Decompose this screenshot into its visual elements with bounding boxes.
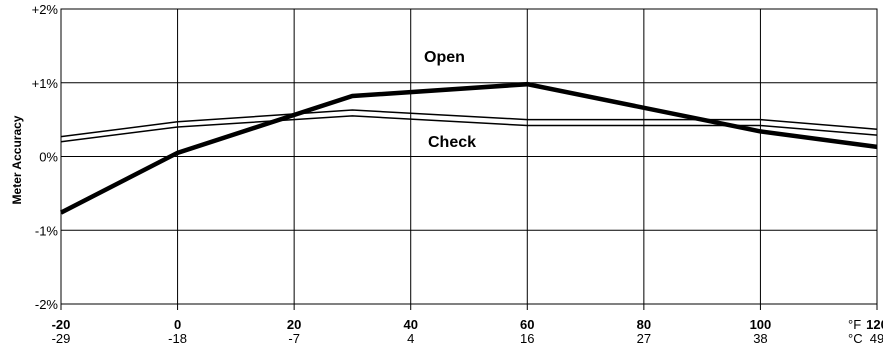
y-tick-label: -2% — [35, 297, 59, 312]
x-tick-label-celsius: -18 — [168, 331, 187, 346]
y-tick-label: -1% — [35, 223, 59, 238]
y-tick-label: +2% — [32, 2, 59, 17]
x-tick-labels: -20 0 20 40 60 80 100 120 -29 -18 -7 4 16 27 38 49 — [52, 317, 883, 346]
grid — [60, 8, 878, 310]
x-tick-label-fahrenheit: 40 — [403, 317, 417, 332]
x-tick-label-celsius: 27 — [637, 331, 651, 346]
annotation-open: Open — [424, 49, 465, 66]
x-tick-label-fahrenheit: 60 — [520, 317, 534, 332]
series-lines — [59, 81, 878, 215]
x-tick-label-fahrenheit: 120 — [866, 317, 883, 332]
x-tick-label-fahrenheit: 20 — [287, 317, 301, 332]
y-tick-labels: +2% +1% 0% -1% -2% — [32, 2, 59, 312]
x-tick-label-celsius: 38 — [753, 331, 767, 346]
x-unit-celsius: °C — [848, 331, 863, 346]
series-line-check — [60, 115, 878, 143]
x-tick-label-celsius: -7 — [288, 331, 300, 346]
x-tick-label-fahrenheit: -20 — [52, 317, 71, 332]
x-tick-label-celsius: 16 — [520, 331, 534, 346]
x-tick-label-celsius: 49 — [870, 331, 883, 346]
x-tick-label-celsius: -29 — [52, 331, 71, 346]
x-tick-label-fahrenheit: 0 — [174, 317, 181, 332]
x-tick-label-celsius: 4 — [407, 331, 414, 346]
x-unit-fahrenheit: °F — [848, 317, 861, 332]
y-axis-label: Meter Accuracy — [10, 115, 24, 204]
y-tick-label: +1% — [32, 76, 59, 91]
y-tick-label: 0% — [39, 150, 58, 165]
series-line-check — [60, 109, 878, 138]
x-tick-label-fahrenheit: 100 — [750, 317, 772, 332]
annotation-check: Check — [428, 134, 476, 151]
x-tick-label-fahrenheit: 80 — [637, 317, 651, 332]
series-line-open — [59, 81, 878, 215]
